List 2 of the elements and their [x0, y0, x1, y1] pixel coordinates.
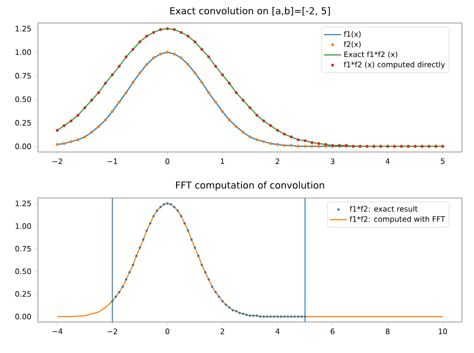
chart-title: Exact convolution on [a,b]=[-2, 5] — [170, 7, 330, 16]
chart-title: FFT computation of convolution — [176, 181, 324, 190]
